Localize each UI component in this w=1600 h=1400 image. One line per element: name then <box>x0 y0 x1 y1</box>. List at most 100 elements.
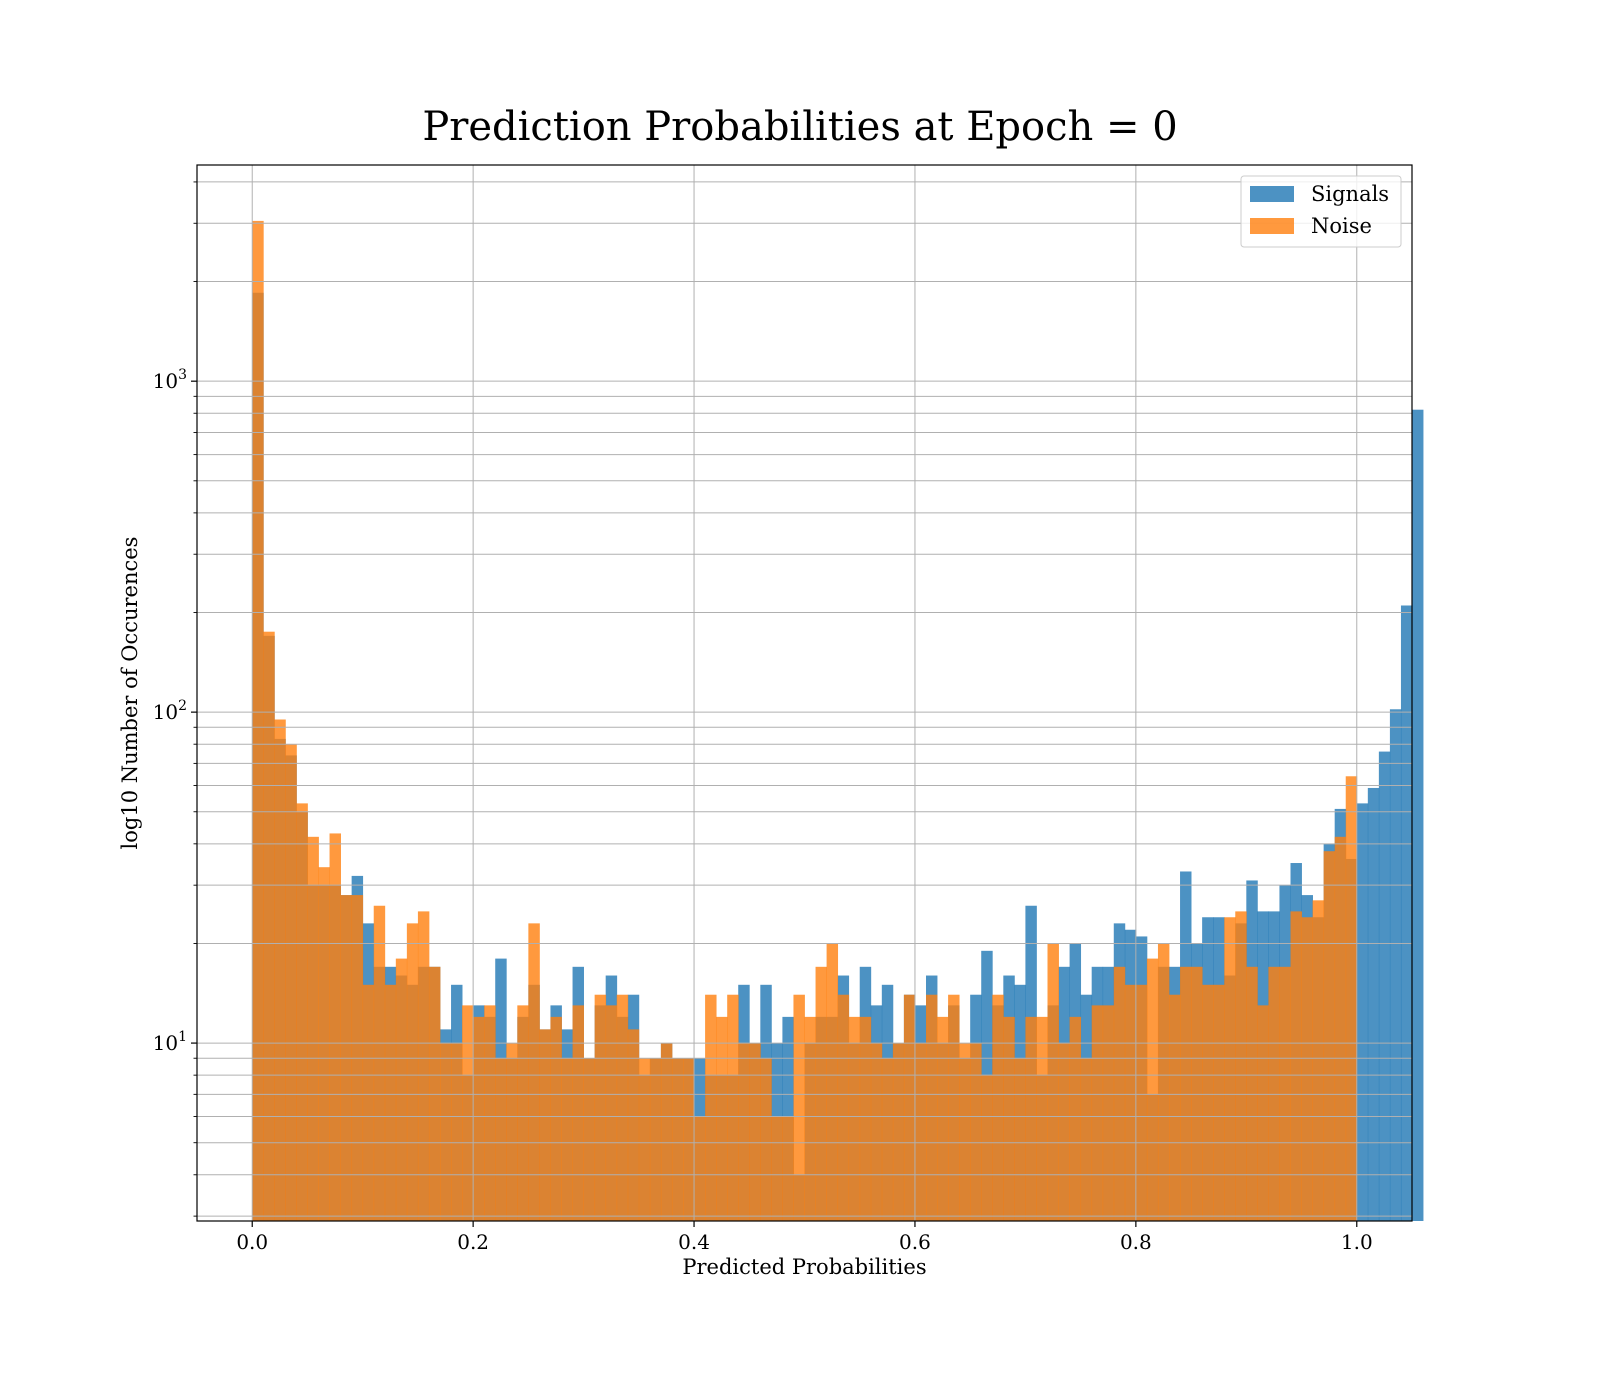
noise-bar <box>970 1043 982 1221</box>
y-tick-label: 102 <box>153 698 187 724</box>
noise-bar <box>627 1029 640 1221</box>
noise-bar <box>373 905 386 1221</box>
noise-bar <box>384 984 397 1221</box>
noise-bar <box>1003 1016 1015 1221</box>
noise-bar <box>1301 917 1313 1221</box>
legend-swatch-noise <box>1250 218 1294 234</box>
noise-bar <box>1257 1005 1269 1221</box>
noise-bar <box>616 994 629 1221</box>
noise-bar <box>1124 984 1137 1221</box>
noise-bar <box>705 994 717 1221</box>
noise-bar <box>926 994 938 1221</box>
y-tick-label: 101 <box>153 1029 187 1055</box>
noise-bar <box>517 1005 529 1221</box>
noise-bar <box>660 1043 673 1221</box>
noise-bar <box>1235 911 1247 1221</box>
signals-bar <box>1378 751 1391 1221</box>
y-axis-label: log10 Number of Occurences <box>118 537 142 850</box>
noise-bar <box>937 1016 949 1221</box>
noise-bar <box>1058 1043 1070 1221</box>
noise-bar <box>495 1058 507 1221</box>
noise-bar <box>395 958 408 1221</box>
x-tick-label: 0.2 <box>457 1230 489 1254</box>
noise-bar <box>1080 1058 1093 1221</box>
noise-bar <box>1345 776 1358 1221</box>
noise-bar <box>1224 917 1236 1221</box>
legend: Signals Noise <box>1240 175 1402 248</box>
noise-bar <box>738 1043 750 1221</box>
noise-bar <box>539 1029 551 1221</box>
x-tick-label: 1.0 <box>1341 1230 1373 1254</box>
noise-bar <box>1312 900 1325 1221</box>
noise-bar <box>1047 943 1059 1221</box>
y-tick-label: 103 <box>153 367 187 393</box>
noise-bar <box>528 923 540 1221</box>
signals-bar <box>1389 709 1402 1221</box>
noise-bar <box>550 1016 562 1221</box>
noise-bar <box>760 1058 772 1221</box>
noise-bar <box>263 631 275 1221</box>
noise-bar <box>992 994 1004 1221</box>
grid-lines <box>197 165 1412 1221</box>
noise-bar <box>1036 1016 1048 1221</box>
x-tick-label: 0.6 <box>899 1230 931 1254</box>
noise-bar <box>440 1043 452 1221</box>
noise-bar <box>671 1058 684 1221</box>
legend-label-noise: Noise <box>1311 214 1372 238</box>
noise-bar <box>462 1005 474 1221</box>
noise-bar <box>1213 984 1225 1221</box>
chart-title: Prediction Probabilities at Epoch = 0 <box>422 104 1178 150</box>
noise-bar <box>782 1116 794 1221</box>
noise-bar <box>771 1116 783 1221</box>
noise-bar <box>1323 851 1336 1221</box>
noise-bar <box>914 1043 927 1221</box>
noise-bar <box>859 1016 872 1221</box>
noise-bar <box>561 1058 573 1221</box>
noise-bar <box>329 833 341 1221</box>
noise-bar <box>848 1016 861 1221</box>
noise-bar <box>1157 943 1170 1221</box>
noise-bar <box>981 1075 993 1221</box>
plot-frame <box>196 164 1413 1222</box>
x-tick-label: 0.8 <box>1120 1230 1152 1254</box>
y-axis: 101 102 103 <box>153 181 197 1217</box>
noise-bar <box>484 1005 496 1221</box>
noise-bar <box>1091 1005 1104 1221</box>
noise-bar <box>362 984 375 1221</box>
noise-bar <box>649 1058 662 1221</box>
noise-bar <box>318 867 330 1221</box>
noise-bar <box>881 1058 894 1221</box>
noise-bar <box>417 911 430 1221</box>
legend-swatch-signals <box>1250 186 1294 202</box>
noise-bar <box>285 744 297 1221</box>
noise-bar <box>473 1016 485 1221</box>
signals-bar <box>1400 605 1413 1221</box>
noise-bar <box>694 1116 706 1221</box>
noise-bar <box>572 1005 584 1221</box>
noise-bar <box>903 994 916 1221</box>
noise-bar <box>583 1058 596 1221</box>
noise-bar <box>1135 984 1148 1221</box>
noise-bar <box>1069 1016 1082 1221</box>
noise-bar <box>892 1043 905 1221</box>
noise-bar <box>683 1058 695 1221</box>
x-tick-label: 0.4 <box>678 1230 710 1254</box>
noise-bar <box>1146 958 1159 1221</box>
x-axis: 0.0 0.2 0.4 0.6 0.8 1.0 <box>236 1221 1373 1254</box>
noise-bar <box>1102 1005 1115 1221</box>
noise-bar <box>1202 984 1214 1221</box>
noise-bar <box>870 1043 883 1221</box>
noise-bar <box>804 1016 816 1221</box>
noise-bar <box>1169 994 1181 1221</box>
noise-bar <box>1334 836 1347 1221</box>
noise-bar <box>749 1043 761 1221</box>
noise-bar <box>638 1058 651 1221</box>
noise-bar <box>1025 1016 1037 1221</box>
signals-bar <box>1356 803 1369 1221</box>
signals-bar <box>1367 787 1380 1221</box>
noise-bar <box>727 994 739 1221</box>
noise-bars <box>252 220 1358 1222</box>
noise-bar <box>959 1043 971 1221</box>
noise-bar <box>594 994 607 1221</box>
noise-bar <box>296 803 308 1221</box>
